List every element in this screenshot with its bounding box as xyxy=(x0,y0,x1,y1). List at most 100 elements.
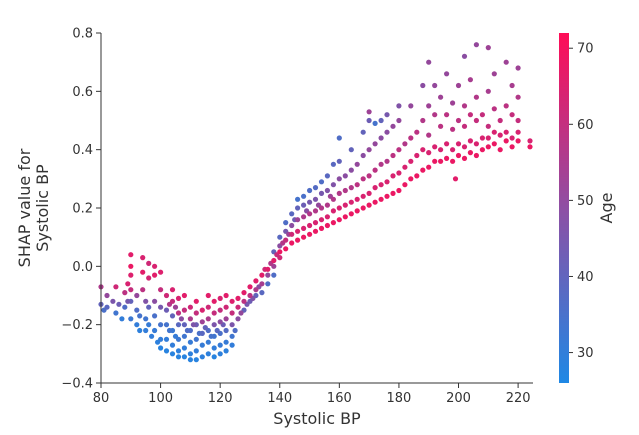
scatter-point xyxy=(283,246,289,252)
scatter-point xyxy=(175,295,182,301)
scatter-point xyxy=(110,298,116,304)
colorbar-tick-label: 60 xyxy=(577,118,594,133)
scatter-point xyxy=(473,152,479,159)
scatter-point xyxy=(396,170,402,176)
scatter-point xyxy=(348,147,354,153)
y-axis-title-line-1: SHAP value for xyxy=(15,148,34,267)
scatter-point xyxy=(301,193,307,199)
colorbar-tick-label: 70 xyxy=(577,42,594,57)
scatter-point xyxy=(158,304,164,310)
scatter-point xyxy=(146,275,152,281)
scatter-point xyxy=(455,117,462,124)
scatter-point xyxy=(378,196,384,202)
scatter-point xyxy=(104,304,110,310)
scatter-point xyxy=(491,141,497,147)
scatter-point xyxy=(229,322,235,328)
scatter-point xyxy=(312,208,319,214)
scatter-point xyxy=(202,325,208,331)
scatter-point xyxy=(527,144,533,150)
scatter-point xyxy=(163,292,170,299)
scatter-point xyxy=(426,150,432,156)
scatter-point xyxy=(289,211,295,217)
scatter-point xyxy=(527,138,533,144)
colorbar-tick-label: 50 xyxy=(577,194,594,209)
scatter-point xyxy=(307,199,313,205)
scatter-point xyxy=(503,103,509,109)
scatter-point xyxy=(438,147,444,153)
scatter-point xyxy=(348,199,354,205)
scatter-point xyxy=(479,135,485,141)
scatter-point xyxy=(366,117,372,124)
scatter-point xyxy=(348,211,354,217)
scatter-point xyxy=(265,272,271,278)
scatter-point xyxy=(277,249,283,255)
scatter-point xyxy=(175,322,182,328)
scatter-point xyxy=(420,82,426,89)
scatter-point xyxy=(205,316,211,322)
scatter-point xyxy=(214,327,220,334)
scatter-point xyxy=(143,316,149,322)
scatter-point xyxy=(199,342,205,348)
scatter-point xyxy=(396,147,402,153)
scatter-point xyxy=(229,310,235,316)
scatter-point xyxy=(372,199,378,205)
scatter-point xyxy=(232,327,238,334)
x-tick-label: 160 xyxy=(327,391,352,406)
scatter-point xyxy=(318,179,325,185)
scatter-point xyxy=(354,182,360,188)
scatter-point xyxy=(307,187,313,194)
scatter-point xyxy=(485,45,491,51)
scatter-point xyxy=(149,333,155,339)
scatter-point xyxy=(253,278,259,284)
scatter-point xyxy=(307,231,313,237)
scatter-point xyxy=(467,150,473,156)
scatter-point xyxy=(455,82,462,89)
scatter-point xyxy=(408,135,414,141)
scatter-point xyxy=(336,158,342,164)
scatter-point xyxy=(414,152,420,159)
scatter-point xyxy=(122,304,128,310)
scatter-point xyxy=(193,357,199,363)
scatter-point xyxy=(187,304,193,310)
scatter-point xyxy=(178,316,184,322)
scatter-point xyxy=(134,292,140,299)
scatter-point xyxy=(515,117,521,124)
scatter-point xyxy=(181,292,187,299)
scatter-point xyxy=(485,135,491,141)
scatter-point xyxy=(128,263,134,269)
scatter-point xyxy=(223,327,229,334)
scatter-point xyxy=(295,217,301,223)
scatter-point xyxy=(324,187,330,194)
scatter-point xyxy=(146,260,152,266)
y-axis-ticks: −0.4 −0.2 0.0 0.2 0.4 0.6 0.8 xyxy=(61,27,101,392)
colorbar-tick-label: 40 xyxy=(577,270,594,285)
scatter-point xyxy=(384,112,390,118)
scatter-point xyxy=(515,129,521,135)
scatter-point xyxy=(390,190,396,196)
scatter-point xyxy=(342,214,348,220)
scatter-point xyxy=(235,295,241,301)
scatter-point xyxy=(116,301,122,307)
scatter-point xyxy=(181,307,187,313)
scatter-point xyxy=(211,310,217,316)
scatter-point xyxy=(444,112,450,118)
scatter-point xyxy=(372,141,378,147)
scatter-point xyxy=(295,196,301,202)
scatter-point xyxy=(509,135,515,141)
scatter-point xyxy=(152,313,158,319)
scatter-point xyxy=(169,351,176,357)
scatter-point xyxy=(479,112,485,118)
scatter-point xyxy=(378,117,384,124)
scatter-point xyxy=(384,158,390,164)
scatter-point xyxy=(134,307,140,313)
scatter-point xyxy=(330,196,336,202)
scatter-point xyxy=(307,222,313,229)
scatter-point xyxy=(199,307,205,313)
scatter-point xyxy=(137,327,143,334)
y-axis-title-line-2: Systolic BP xyxy=(33,164,52,252)
scatter-point xyxy=(152,272,158,278)
scatter-point xyxy=(128,272,134,278)
scatter-point xyxy=(158,269,164,275)
scatter-point xyxy=(515,94,521,100)
